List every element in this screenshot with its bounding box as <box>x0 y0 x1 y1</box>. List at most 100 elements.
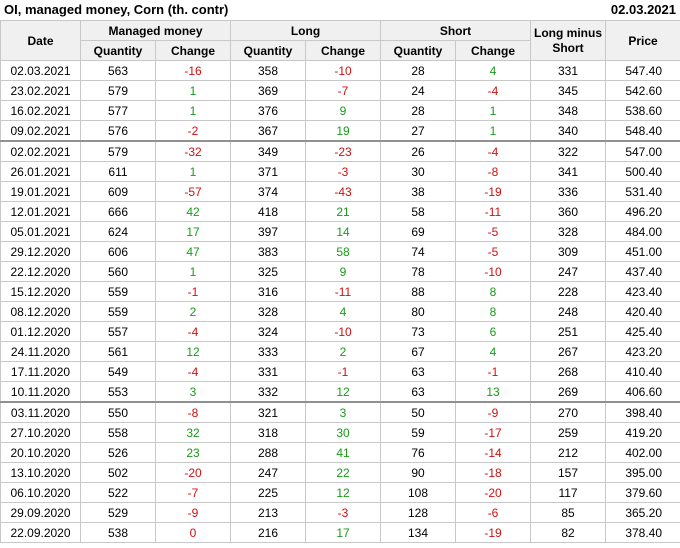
value-cell: 267 <box>530 341 607 362</box>
change-cell: 0 <box>155 522 231 543</box>
change-cell: 8 <box>455 301 532 322</box>
table-row: 29.09.2020 529 -9 213 -3 128 -6 85 365.20 <box>0 502 680 523</box>
sub-header: Change <box>304 40 382 61</box>
price-cell: 425.40 <box>605 321 680 342</box>
date-cell: 13.10.2020 <box>0 462 81 483</box>
change-cell: 1 <box>155 100 231 121</box>
change-cell: -20 <box>455 482 532 503</box>
sub-header: Quantity <box>380 40 457 61</box>
table-row: 09.02.2021 576 -2 367 19 27 1 340 548.40 <box>0 120 680 142</box>
change-cell: 1 <box>155 80 231 101</box>
change-cell: -11 <box>455 201 532 222</box>
change-cell: 2 <box>155 301 231 322</box>
change-cell: -19 <box>455 522 532 543</box>
value-cell: 559 <box>80 281 156 302</box>
table-row: 06.10.2020 522 -7 225 12 108 -20 117 379.60 <box>0 482 680 503</box>
value-cell: 611 <box>80 161 156 182</box>
value-cell: 63 <box>380 381 457 403</box>
change-cell: 1 <box>155 261 231 282</box>
value-cell: 538 <box>80 522 156 543</box>
change-cell: -10 <box>304 60 382 81</box>
value-cell: 418 <box>230 201 306 222</box>
change-cell: 4 <box>455 60 532 81</box>
price-cell: 410.40 <box>605 361 680 382</box>
change-cell: -7 <box>304 80 382 101</box>
table-row: 20.10.2020 526 23 288 41 76 -14 212 402.00 <box>0 442 680 463</box>
value-cell: 108 <box>380 482 457 503</box>
value-cell: 560 <box>80 261 156 282</box>
table-row: 05.01.2021 624 17 397 14 69 -5 328 484.00 <box>0 221 680 242</box>
price-cell: 496.20 <box>605 201 680 222</box>
value-cell: 331 <box>530 60 607 81</box>
price-cell: 500.40 <box>605 161 680 182</box>
change-cell: 8 <box>455 281 532 302</box>
change-cell: 47 <box>155 241 231 262</box>
date-cell: 29.09.2020 <box>0 502 81 523</box>
price-cell: 538.60 <box>605 100 680 121</box>
sub-header: Quantity <box>80 40 156 61</box>
table-row: 15.12.2020 559 -1 316 -11 88 8 228 423.40 <box>0 281 680 302</box>
col-header: Price <box>605 20 680 61</box>
value-cell: 157 <box>530 462 607 483</box>
value-cell: 397 <box>230 221 306 242</box>
price-cell: 365.20 <box>605 502 680 523</box>
value-cell: 85 <box>530 502 607 523</box>
change-cell: -10 <box>455 261 532 282</box>
value-cell: 563 <box>80 60 156 81</box>
change-cell: 13 <box>455 381 532 403</box>
change-cell: 3 <box>304 401 382 423</box>
date-cell: 16.02.2021 <box>0 100 81 121</box>
change-cell: 12 <box>304 381 382 403</box>
value-cell: 58 <box>380 201 457 222</box>
value-cell: 268 <box>530 361 607 382</box>
date-cell: 23.02.2021 <box>0 80 81 101</box>
value-cell: 248 <box>530 301 607 322</box>
col-header: Long minus Short <box>530 20 607 61</box>
change-cell: -6 <box>455 502 532 523</box>
value-cell: 288 <box>230 442 306 463</box>
change-cell: 22 <box>304 462 382 483</box>
header-row: Date Managed money Long Short Long minus… <box>0 20 680 61</box>
col-header: Long <box>229 20 382 41</box>
table-row: 19.01.2021 609 -57 374 -43 38 -19 336 531.40 <box>0 181 680 202</box>
value-cell: 360 <box>530 201 607 222</box>
value-cell: 24 <box>380 80 457 101</box>
change-cell: -14 <box>455 442 532 463</box>
table-row: 24.11.2020 561 12 333 2 67 4 267 423.20 <box>0 341 680 362</box>
date: 02.03.2021 <box>610 2 676 17</box>
change-cell: -5 <box>455 241 532 262</box>
date-cell: 10.11.2020 <box>0 381 81 403</box>
change-cell: 17 <box>155 221 231 242</box>
price-cell: 402.00 <box>605 442 680 463</box>
col-header: Date <box>0 20 81 61</box>
value-cell: 26 <box>380 140 457 162</box>
change-cell: -2 <box>155 120 231 142</box>
price-cell: 406.60 <box>605 381 680 403</box>
table-row: 10.11.2020 553 3 332 12 63 13 269 406.60 <box>0 381 680 403</box>
change-cell: -23 <box>304 140 382 162</box>
value-cell: 374 <box>230 181 306 202</box>
change-cell: -11 <box>304 281 382 302</box>
date-cell: 26.01.2021 <box>0 161 81 182</box>
change-cell: 3 <box>155 381 231 403</box>
value-cell: 247 <box>530 261 607 282</box>
value-cell: 336 <box>530 181 607 202</box>
change-cell: -10 <box>304 321 382 342</box>
change-cell: 21 <box>304 201 382 222</box>
price-cell: 484.00 <box>605 221 680 242</box>
change-cell: -8 <box>155 401 231 423</box>
change-cell: -9 <box>455 401 532 423</box>
date-cell: 02.03.2021 <box>0 60 81 81</box>
date-cell: 01.12.2020 <box>0 321 81 342</box>
price-cell: 548.40 <box>605 120 680 142</box>
header: OI, managed money, Corn (th. contr) 02.0… <box>0 0 680 20</box>
table-row: 22.12.2020 560 1 325 9 78 -10 247 437.40 <box>0 261 680 282</box>
sub-header: Change <box>455 40 532 61</box>
value-cell: 88 <box>380 281 457 302</box>
value-cell: 606 <box>80 241 156 262</box>
value-cell: 324 <box>230 321 306 342</box>
date-cell: 02.02.2021 <box>0 140 81 162</box>
value-cell: 325 <box>230 261 306 282</box>
change-cell: -3 <box>304 502 382 523</box>
change-cell: -4 <box>455 140 532 162</box>
